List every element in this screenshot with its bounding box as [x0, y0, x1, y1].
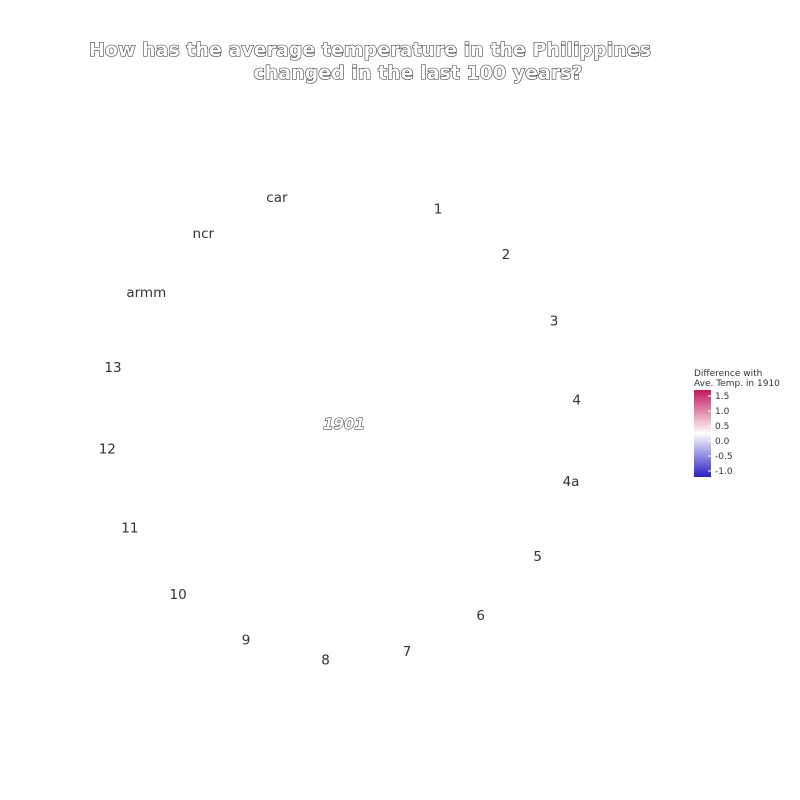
legend-tick-label: 1.0 [715, 407, 730, 417]
region-label-4a: 4a [563, 474, 580, 490]
region-label-ncr: ncr [193, 226, 215, 242]
center-year-label: 1901 [323, 415, 365, 433]
region-label-8: 8 [321, 652, 330, 668]
region-label-13: 13 [104, 360, 121, 376]
chart-title: How has the average temperature in the P… [89, 39, 651, 61]
region-label-10: 10 [170, 587, 187, 603]
legend-ticks: 1.5 1.0 0.5 0.0 -0.5 -1.0 [708, 392, 733, 477]
legend-tick-label: 0.5 [715, 422, 729, 432]
region-label-4: 4 [572, 392, 581, 408]
color-legend: Difference with Ave. Temp. in 1910 1.51.… [694, 369, 780, 477]
legend-tick-label: 0.0 [715, 437, 730, 447]
region-label-6: 6 [476, 608, 485, 624]
legend-tick-label: -0.5 [715, 452, 733, 462]
region-label-11: 11 [121, 521, 138, 537]
legend-title: Difference with [694, 369, 762, 379]
region-label-1: 1 [434, 201, 443, 217]
region-label-car: car [266, 190, 288, 206]
chart-subtitle: changed in the last 100 years? [253, 62, 582, 84]
region-label-armm: armm [126, 285, 166, 301]
legend-colorbar [694, 390, 711, 477]
region-label-12: 12 [99, 442, 116, 458]
region-label-3: 3 [550, 314, 559, 330]
region-label-5: 5 [533, 549, 542, 565]
region-label-9: 9 [242, 633, 251, 649]
legend-title-line2: Ave. Temp. in 1910 [694, 379, 780, 389]
legend-tick-label: 1.5 [715, 392, 729, 402]
region-label-7: 7 [403, 644, 412, 660]
legend-tick-label: -1.0 [715, 467, 733, 477]
region-label-2: 2 [502, 247, 511, 263]
